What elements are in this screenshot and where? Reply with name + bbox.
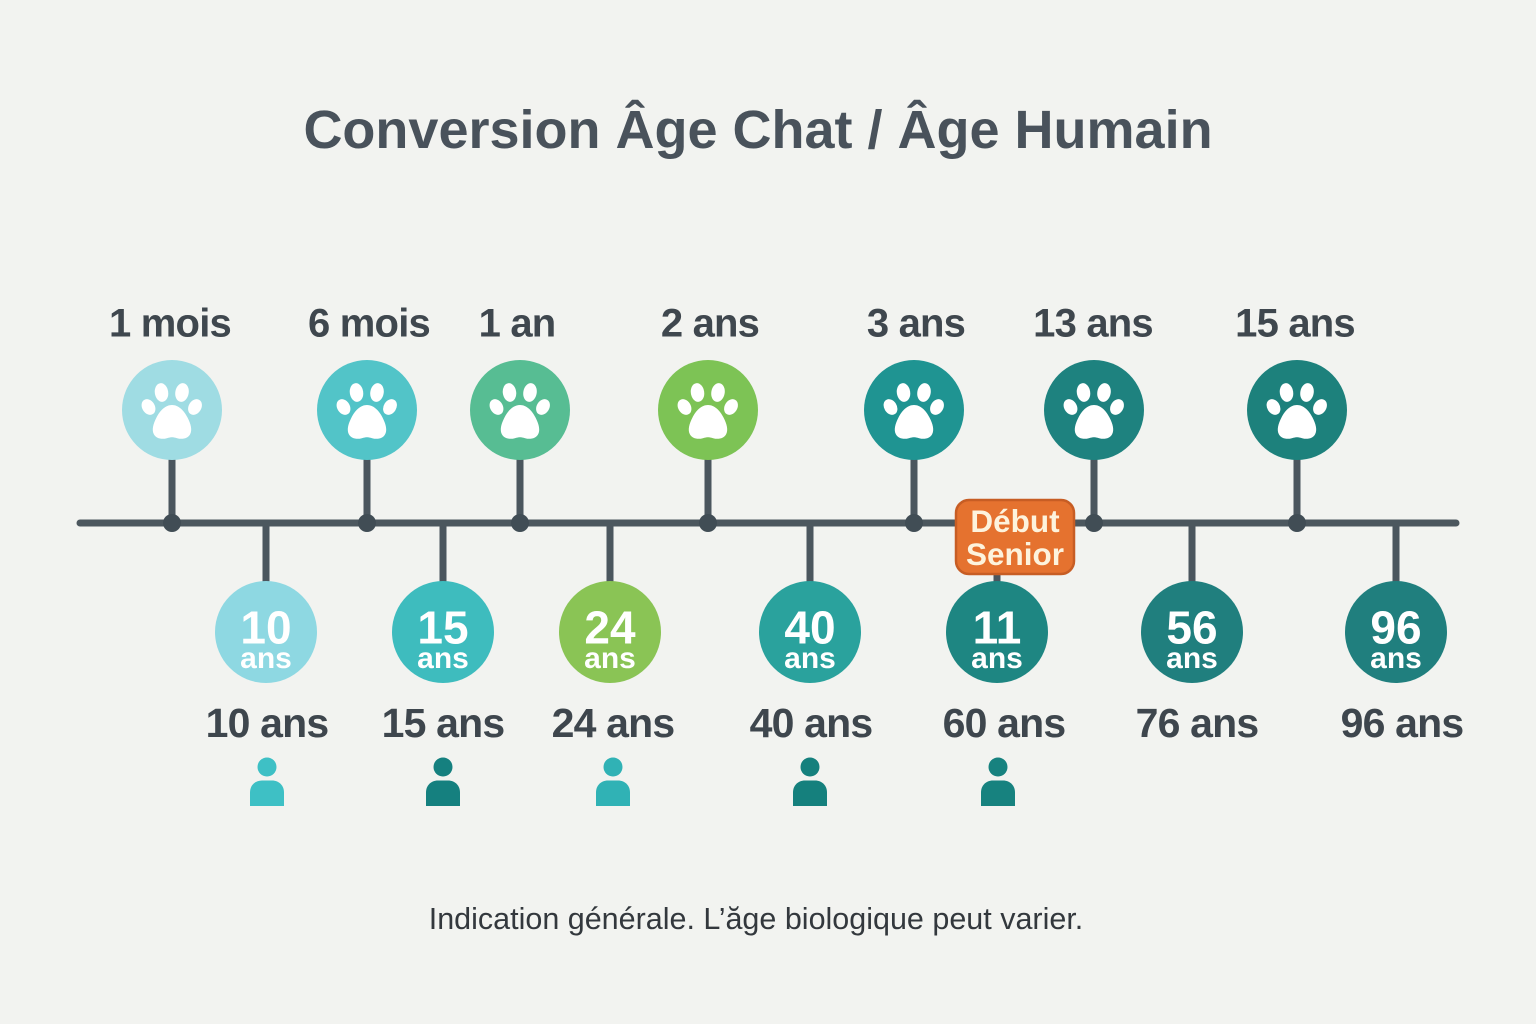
- svg-text:Conversion Âge Chat / Âge Huma: Conversion Âge Chat / Âge Humain: [303, 99, 1212, 160]
- svg-text:10: 10: [240, 602, 291, 654]
- svg-text:60 ans: 60 ans: [943, 700, 1066, 746]
- svg-text:1 mois: 1 mois: [109, 302, 231, 346]
- svg-text:15 ans: 15 ans: [1235, 302, 1355, 346]
- svg-text:ans: ans: [240, 642, 292, 675]
- svg-text:76 ans: 76 ans: [1136, 700, 1259, 746]
- svg-text:ans: ans: [784, 642, 836, 675]
- svg-text:1 an: 1 an: [479, 302, 556, 346]
- svg-text:3 ans: 3 ans: [867, 302, 965, 346]
- svg-text:6 mois: 6 mois: [308, 302, 430, 346]
- svg-text:96: 96: [1370, 602, 1421, 654]
- svg-text:40 ans: 40 ans: [750, 700, 873, 746]
- svg-text:56: 56: [1166, 602, 1217, 654]
- svg-text:11: 11: [973, 602, 1022, 654]
- svg-text:ans: ans: [584, 642, 636, 675]
- svg-text:24: 24: [584, 602, 636, 654]
- svg-text:40: 40: [784, 602, 835, 654]
- svg-text:96 ans: 96 ans: [1341, 700, 1464, 746]
- svg-text:Indication générale. L’ăge bio: Indication générale. L’ăge biologique pe…: [429, 902, 1084, 936]
- svg-text:2 ans: 2 ans: [661, 302, 759, 346]
- svg-text:ans: ans: [1166, 642, 1218, 675]
- svg-text:Senior: Senior: [966, 536, 1064, 572]
- svg-text:13 ans: 13 ans: [1033, 302, 1153, 346]
- svg-text:Début: Début: [970, 503, 1060, 539]
- svg-text:10 ans: 10 ans: [206, 700, 329, 746]
- svg-text:24 ans: 24 ans: [552, 700, 675, 746]
- svg-text:ans: ans: [971, 642, 1023, 675]
- svg-text:15 ans: 15 ans: [382, 700, 505, 746]
- svg-text:15: 15: [417, 602, 468, 654]
- svg-text:ans: ans: [1370, 642, 1422, 675]
- svg-text:ans: ans: [417, 642, 469, 675]
